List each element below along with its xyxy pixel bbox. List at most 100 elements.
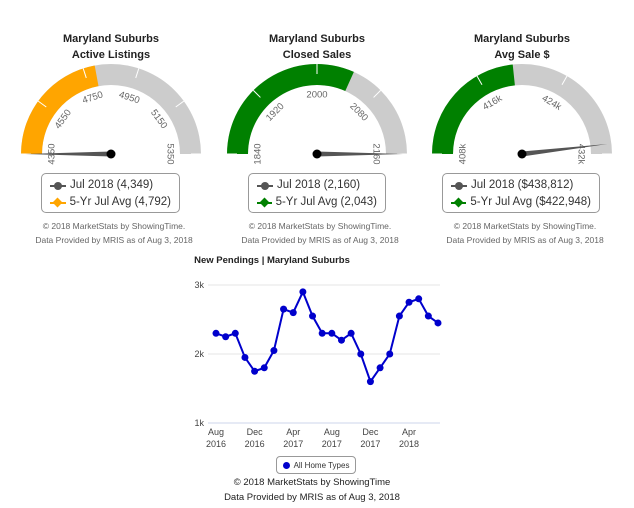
y-tick-label: 3k (194, 280, 204, 290)
gauge-title-line-1: Maryland Suburbs (63, 33, 159, 45)
chart-credit: © 2018 MarketStats by ShowingTime Data P… (162, 475, 462, 505)
gauge-title-line-2: Closed Sales (283, 49, 351, 61)
data-point[interactable] (241, 353, 249, 361)
data-point[interactable] (270, 347, 278, 355)
legend-label: Jul 2018 ($438,812) (471, 179, 574, 191)
legend-label: Jul 2018 (2,160) (277, 179, 361, 191)
gauge-average-band (227, 64, 354, 154)
credit-line-1: © 2018 MarketStats by ShowingTime. (42, 221, 186, 231)
credit-line-2: Data Provided by MRIS as of Aug 3, 2018 (35, 235, 193, 245)
data-point[interactable] (251, 367, 259, 375)
data-point[interactable] (424, 312, 432, 320)
legend-item-avg[interactable]: 5-Yr Jul Avg (4,792) (50, 194, 171, 211)
new-pendings-chart: New Pendings | Maryland Suburbs 1k 2k 3k Aug… (194, 255, 442, 449)
data-point[interactable] (366, 378, 374, 386)
gauge-title-line-1: Maryland Suburbs (474, 33, 570, 45)
data-point[interactable] (415, 295, 423, 303)
gauge-tick-mark (253, 90, 261, 98)
credit-line-1: © 2018 MarketStats by ShowingTime. (453, 221, 597, 231)
x-tick-year: 2017 (360, 439, 380, 449)
gauge-needle-pivot (517, 149, 527, 159)
data-point[interactable] (357, 350, 365, 358)
data-point[interactable] (280, 305, 288, 313)
gauge-tick-mark (37, 100, 47, 108)
gauge-tick-label: 432k (575, 144, 586, 165)
y-tick-label: 2k (194, 349, 204, 359)
chart-credit-line-2: Data Provided by MRIS as of Aug 3, 2018 (224, 492, 400, 503)
data-point[interactable] (299, 288, 307, 296)
legend-item-current[interactable]: Jul 2018 ($438,812) (451, 177, 591, 194)
legend-label: 5-Yr Jul Avg (4,792) (69, 196, 171, 208)
credit-line-2: Data Provided by MRIS as of Aug 3, 2018 (241, 235, 399, 245)
data-point[interactable] (309, 312, 317, 320)
data-point[interactable] (347, 329, 355, 337)
data-point[interactable] (289, 309, 297, 317)
gauge-tick-mark (561, 75, 568, 85)
credit-line-2: Data Provided by MRIS as of Aug 3, 2018 (446, 235, 604, 245)
data-point[interactable] (395, 312, 403, 320)
data-point[interactable] (337, 336, 345, 344)
data-point[interactable] (212, 329, 220, 337)
credit-line-1: © 2018 MarketStats by ShowingTime. (248, 221, 392, 231)
data-point[interactable] (222, 333, 230, 341)
data-point[interactable] (405, 298, 413, 306)
gauge-title-line-1: Maryland Suburbs (269, 33, 365, 45)
gauge-tick-label: 408k (458, 143, 469, 164)
gauge-needle-pivot (312, 149, 322, 159)
gauge-title-line-2: Active Listings (72, 49, 150, 61)
x-tick-year: 2018 (399, 439, 419, 449)
y-tick-label: 1k (194, 418, 204, 428)
gauge-credit-3: © 2018 MarketStats by ShowingTime. Data … (415, 219, 634, 247)
gauge-average-band (21, 65, 99, 154)
legend-label: Jul 2018 (4,349) (70, 179, 154, 191)
x-tick-month: Aug (324, 427, 340, 437)
data-point[interactable] (260, 364, 268, 372)
data-point[interactable] (434, 319, 442, 327)
gauge-legend-active-listings: Jul 2018 (4,349) 5-Yr Jul Avg (4,792) (41, 173, 180, 213)
gauge-needle (25, 151, 111, 157)
data-point[interactable] (386, 350, 394, 358)
gauge-legend-closed-sales: Jul 2018 (2,160) 5-Yr Jul Avg (2,043) (248, 173, 386, 213)
data-point[interactable] (318, 329, 326, 337)
legend-item-current[interactable]: Jul 2018 (4,349) (50, 177, 171, 194)
legend-item-current[interactable]: Jul 2018 (2,160) (257, 177, 377, 194)
x-tick-month: Dec (247, 427, 264, 437)
gauge-tick-label: 4950 (117, 89, 141, 106)
gauge-tick-mark (175, 100, 185, 108)
gauge-tick-mark (82, 68, 87, 79)
gauge-credit-2: © 2018 MarketStats by ShowingTime. Data … (210, 219, 430, 247)
gauge-tick-label: 5350 (164, 143, 175, 164)
chart-credit-line-1: © 2018 MarketStats by ShowingTime (233, 477, 391, 488)
gauge-tick-label: 4750 (81, 89, 105, 106)
data-point[interactable] (231, 329, 239, 337)
legend-item-avg[interactable]: 5-Yr Jul Avg (2,043) (257, 194, 377, 211)
data-point[interactable] (328, 329, 336, 337)
gauge-needle (317, 151, 403, 157)
legend-label: 5-Yr Jul Avg (2,043) (275, 196, 377, 208)
x-tick-year: 2017 (322, 439, 342, 449)
chart-legend: All Home Types (276, 456, 356, 474)
gauge-credit-1: © 2018 MarketStats by ShowingTime. Data … (4, 219, 224, 247)
gauge-average-band (432, 64, 515, 154)
gauge-tick-mark (373, 90, 381, 98)
gauge-tick-mark (476, 75, 483, 85)
legend-item-all-home-types[interactable]: All Home Types (293, 460, 350, 470)
series-line-all-home-types (215, 289, 439, 384)
chart-title: New Pendings | Maryland Suburbs (194, 255, 350, 266)
x-tick-year: 2017 (283, 439, 303, 449)
x-tick-month: Apr (286, 427, 300, 437)
x-tick-year: 2016 (245, 439, 265, 449)
gauge-tick-label: 1840 (253, 143, 264, 164)
gauge-needle-pivot (106, 149, 116, 159)
legend-item-avg[interactable]: 5-Yr Jul Avg ($422,948) (451, 194, 591, 211)
data-point[interactable] (376, 364, 384, 372)
legend-label: 5-Yr Jul Avg ($422,948) (470, 196, 591, 208)
x-tick-month: Dec (362, 427, 379, 437)
series-dot-icon (282, 461, 290, 469)
x-tick-year: 2016 (206, 439, 226, 449)
